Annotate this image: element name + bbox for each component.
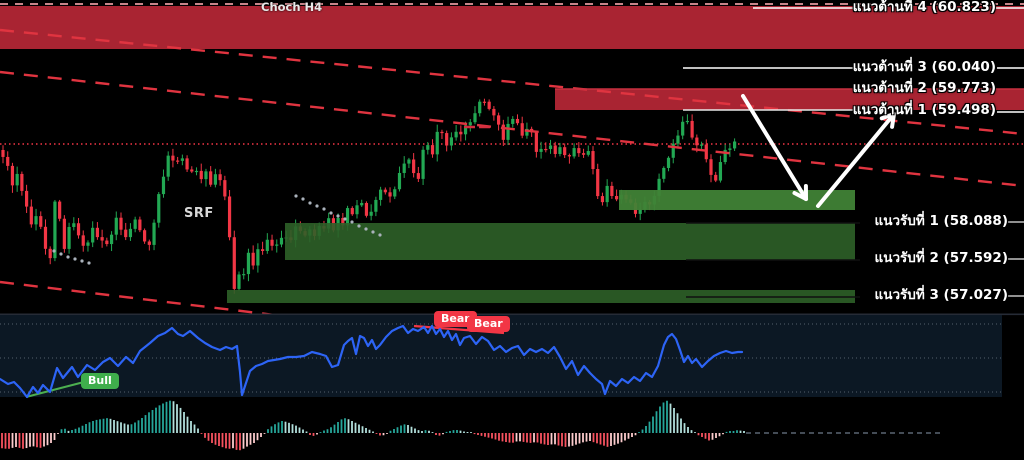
resistance-level-1-label[interactable]: แนวต้านที่ 1 (59.498) (852, 102, 996, 118)
arrow-head (879, 112, 896, 121)
structure-dot (329, 211, 333, 215)
panel-divider (0, 313, 1024, 316)
support-zone-3 (227, 290, 855, 303)
structure-dot (308, 201, 312, 205)
resistance-band-4 (0, 6, 1024, 49)
support-level-1-label[interactable]: แนวรับที่ 1 (58.088) (874, 213, 1008, 229)
structure-dot (294, 194, 298, 198)
support-zone-1-2 (285, 223, 855, 260)
structure-dot (350, 220, 354, 224)
structure-dot (66, 255, 70, 259)
chart-title: Choch H4 (261, 0, 323, 14)
arrow (741, 94, 808, 201)
macd-histogram (1, 400, 745, 451)
bear-signal-badge-1: Bear (434, 311, 477, 327)
arrow (816, 112, 896, 208)
structure-dot (371, 230, 375, 234)
srf-annotation[interactable]: SRF (184, 206, 214, 221)
structure-dot (357, 224, 361, 228)
bear-signal-badge-2: Bear (467, 316, 510, 332)
support-level-2-label[interactable]: แนวรับที่ 2 (57.592) (874, 250, 1008, 266)
divergence-line (25, 381, 85, 398)
structure-dot (364, 227, 368, 231)
oscillator-line (0, 324, 744, 399)
resistance-level-4-label[interactable]: แนวต้านที่ 4 (60.823) (852, 0, 996, 15)
resistance-level-2-label[interactable]: แนวต้านที่ 2 (59.773) (852, 80, 996, 96)
structure-dot (73, 257, 77, 261)
support-level-3-label[interactable]: แนวรับที่ 3 (57.027) (874, 287, 1008, 303)
structure-dot (322, 207, 326, 211)
structure-dot (343, 217, 347, 221)
structure-dot (336, 214, 340, 218)
resistance-zone-2-1 (555, 89, 1024, 110)
structure-dot (315, 204, 319, 208)
structure-dot (59, 252, 63, 256)
structure-dot (378, 233, 382, 237)
structure-dot (301, 197, 305, 201)
structure-dot (80, 259, 84, 263)
resistance-level-3-label[interactable]: แนวต้านที่ 3 (60.040) (852, 59, 996, 75)
bull-signal-badge: Bull (81, 373, 119, 389)
structure-dot (52, 249, 56, 253)
structure-dot (87, 261, 91, 265)
trendline (0, 70, 1024, 188)
trendline (0, 28, 1024, 136)
